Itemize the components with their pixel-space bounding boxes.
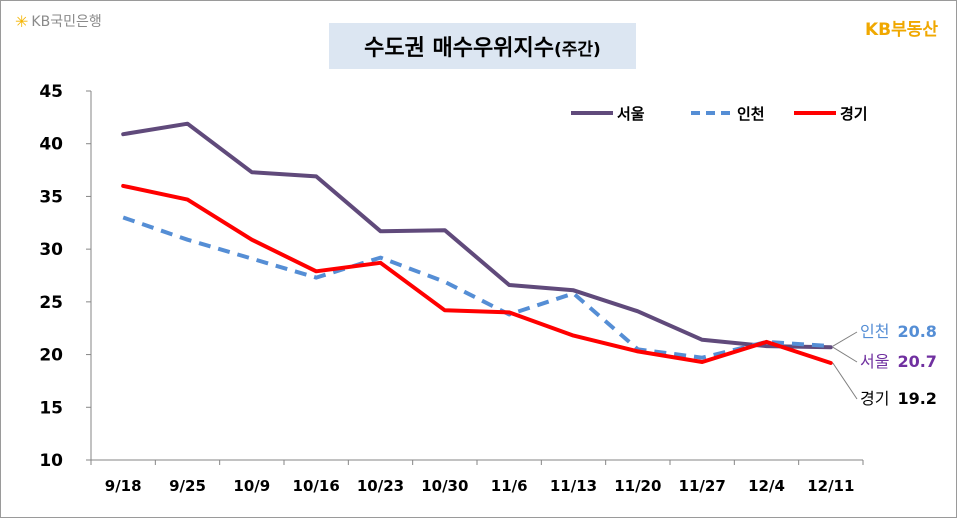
x-tick-label: 11/27 [679,477,726,495]
legend-label-incheon: 인천 [737,105,765,123]
end-label-leader-incheon [832,331,858,347]
end-label-leader-seoul [832,346,858,363]
kb-bank-logo: ✳ KB국민은행 [15,11,102,31]
y-tick-label: 40 [39,135,63,155]
x-tick-label: 11/13 [550,477,597,495]
end-label-value-incheon: 20.8 [897,322,936,341]
y-tick-label: 30 [39,240,63,260]
series-line-seoul [121,121,833,350]
x-tick-label: 9/25 [169,477,206,495]
y-tick-label: 45 [39,82,63,102]
end-label-incheon: 인천 20.8 [860,322,937,341]
end-label-name-incheon: 인천 [860,322,889,341]
end-label-name-seoul: 서울 [860,352,889,371]
y-tick-label: 20 [39,346,63,366]
end-label-value-seoul: 20.7 [897,352,936,371]
y-tick-label: 15 [39,398,63,418]
x-tick-label: 10/23 [357,477,404,495]
legend-label-seoul: 서울 [617,105,645,123]
series-line-incheon [122,215,831,360]
x-tick-label: 11/20 [614,477,661,495]
x-tick-label: 10/9 [233,477,270,495]
end-label-gyeonggi: 경기 19.2 [860,389,937,408]
chart-title-sub: (주간) [554,40,601,60]
y-tick-label: 35 [39,187,63,207]
kb-bank-logo-text: KB국민은행 [31,14,102,30]
end-label-name-gyeonggi: 경기 [860,389,889,408]
x-tick-label: 9/18 [105,477,142,495]
legend-label-gyeonggi: 경기 [840,105,868,123]
x-tick-label: 12/4 [748,477,785,495]
end-label-seoul: 서울 20.7 [860,352,937,371]
end-label-value-gyeonggi: 19.2 [897,389,936,408]
x-tick-label: 12/11 [807,477,854,495]
chart-title-main: 수도권 매수우위지수 [364,36,554,61]
end-label-leader-gyeonggi [832,362,858,400]
y-tick-label: 25 [39,293,63,313]
kb-star-icon: ✳ [15,11,29,31]
x-tick-label: 10/30 [421,477,468,495]
kb-realestate-brand: KB부동산 [864,20,938,40]
series-line-gyeonggi [121,183,833,365]
x-tick-label: 10/16 [293,477,340,495]
y-tick-label: 10 [39,451,63,471]
x-tick-label: 11/6 [491,477,528,495]
chart-title-box: 수도권 매수우위지수(주간) [329,23,636,69]
chart-title: 수도권 매수우위지수(주간) [364,30,601,62]
